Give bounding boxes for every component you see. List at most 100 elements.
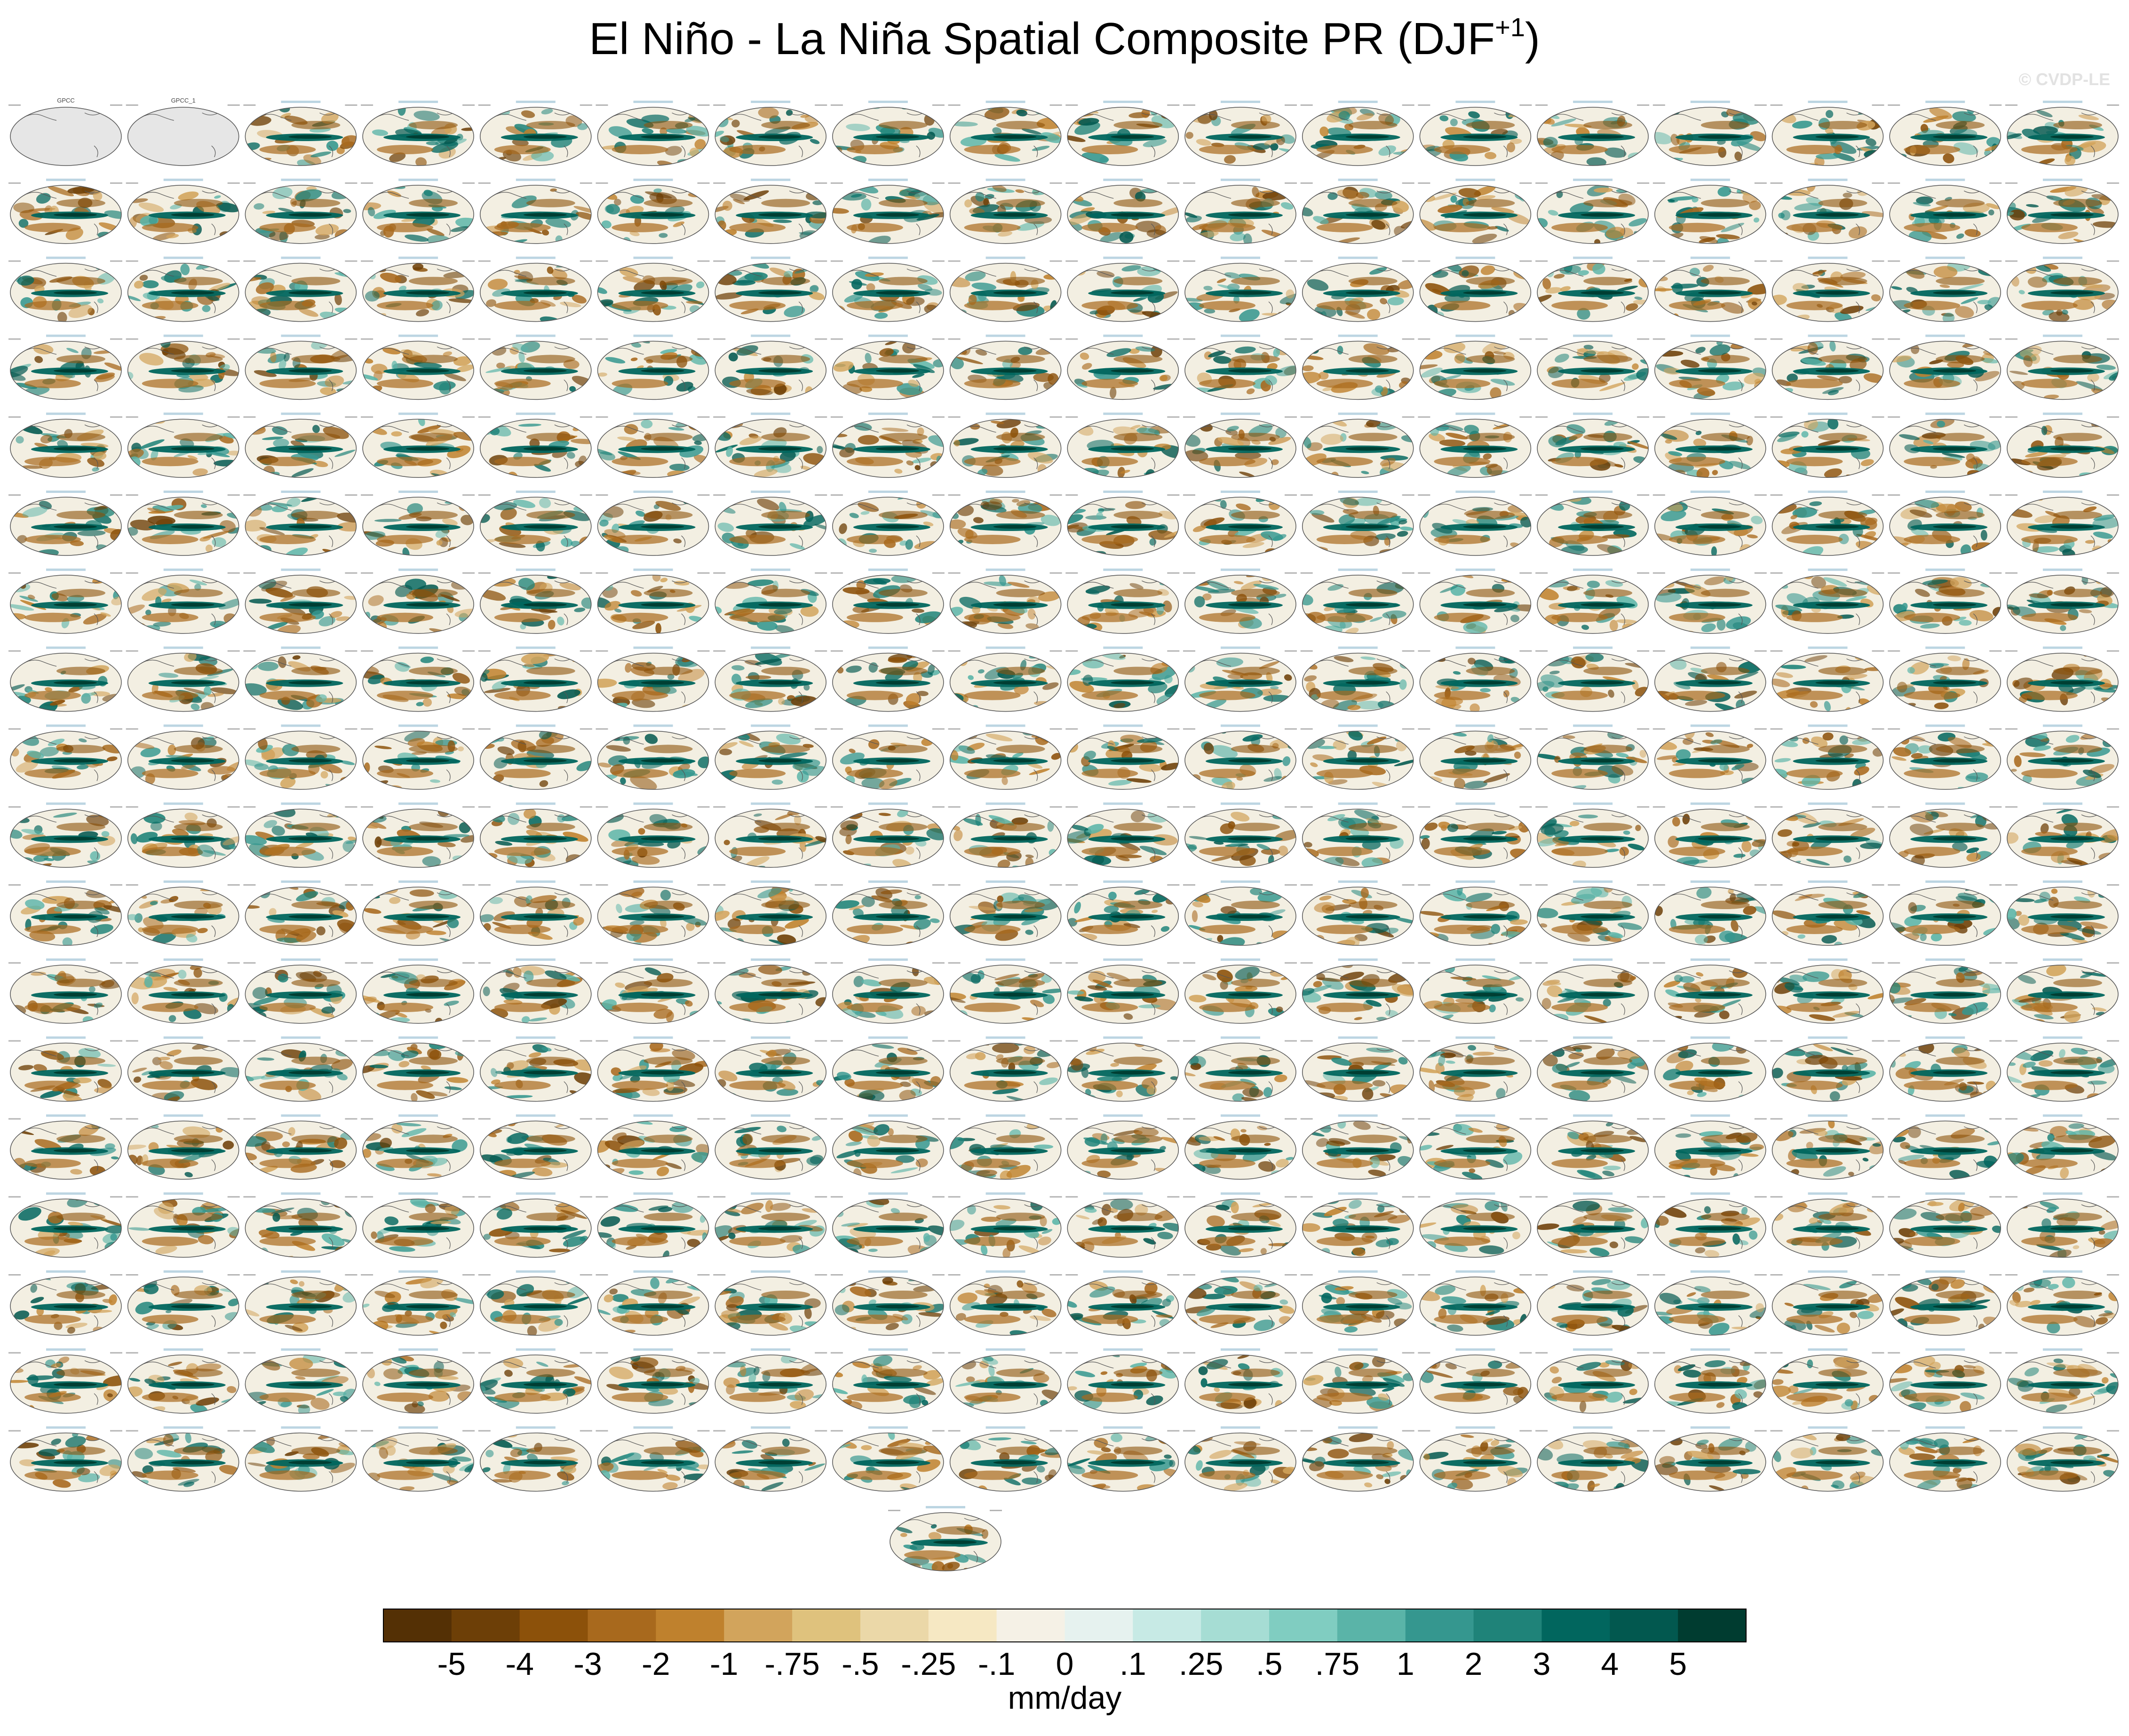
panel-period-label: [1300, 1352, 1313, 1354]
panel-title-bar: [633, 491, 673, 493]
panel-stat-label: [1049, 884, 1062, 886]
panel-period-label: [1065, 494, 1078, 496]
panel-period-label: [1888, 104, 1900, 106]
panel-period-label: [1065, 884, 1078, 886]
panel-title-bar: [868, 1426, 908, 1429]
panel-period-label: [948, 260, 961, 262]
panel-title-bar: [1338, 1036, 1378, 1039]
panel-stat-label: [110, 1430, 122, 1432]
panel-stat-label: [815, 494, 827, 496]
panel-title-bar: [1690, 491, 1730, 493]
panel-title-bar: [1221, 880, 1260, 883]
panel-title-bar: [1573, 802, 1613, 805]
panel-period-label: [713, 884, 726, 886]
panel-period-label: [2005, 1118, 2018, 1120]
map-panel: [948, 412, 1062, 478]
panel-title-bar: [1103, 334, 1143, 337]
panel-stat-label: [110, 572, 122, 574]
panel-title-bar: [1221, 256, 1260, 259]
panel-period-label: [1770, 1118, 1783, 1120]
panel-period-label: [478, 260, 491, 262]
map-panel: [478, 1348, 592, 1414]
panel-stat-label: [1049, 728, 1062, 730]
panel-period-label: [830, 494, 843, 496]
panel-title-bar: [633, 1270, 673, 1273]
map-panel: [2005, 880, 2119, 946]
panel-period-label: [1888, 182, 1900, 184]
panel-title-bar: [163, 178, 203, 181]
panel-period-label: [2005, 338, 2018, 340]
panel-stat-label: [345, 1352, 357, 1354]
panel-stat-label: [345, 962, 357, 964]
panel-title-bar: [163, 491, 203, 493]
panel-title-bar: [1103, 412, 1143, 415]
panel-stat-label: [1872, 728, 1884, 730]
panel-stat-label: [697, 884, 710, 886]
panel-title-bar: [1690, 646, 1730, 649]
panel-title-bar: [1573, 256, 1613, 259]
panel-title-bar: [1338, 1348, 1378, 1351]
map-panel: [1065, 1114, 1180, 1180]
panel-title-bar: [398, 101, 438, 103]
panel-stat-label: [227, 572, 240, 574]
panel-period-label: [713, 1196, 726, 1198]
panel-stat-label: [1637, 728, 1650, 730]
panel-title-bar: [516, 1036, 556, 1039]
panel-stat-label: [1519, 1118, 1532, 1120]
panel-title: GPCC: [57, 97, 75, 104]
colorbar-box: [1678, 1609, 1747, 1642]
map-panel: [713, 1114, 827, 1180]
panel-stat-label: [1285, 572, 1297, 574]
panel-title-bar: [1808, 1192, 1848, 1195]
panel-title-bar: [281, 1348, 321, 1351]
panel-period-label: [830, 884, 843, 886]
panel-period-label: [1770, 728, 1783, 730]
panel-title-bar: [398, 568, 438, 571]
map-panel: [243, 958, 357, 1024]
panel-period-label: [126, 650, 138, 652]
map-panel: [1652, 101, 1767, 166]
map-panel: [1652, 1348, 1767, 1414]
panel-stat-label: [697, 572, 710, 574]
panel-period-label: [1535, 962, 1548, 964]
map-panel: [1183, 802, 1297, 868]
panel-period-label: [478, 104, 491, 106]
panel-title-bar: [1103, 1036, 1143, 1039]
panel-period-label: [1535, 1352, 1548, 1354]
map-panel: [126, 178, 240, 244]
panel-stat-label: [1049, 338, 1062, 340]
panel-title-bar: [1925, 491, 1965, 493]
panel-title-bar: [1808, 178, 1848, 181]
panel-title-bar: [1455, 568, 1495, 571]
panel-stat-label: [2106, 104, 2119, 106]
panel-title-bar: [985, 1270, 1025, 1273]
panel-stat-label: [1049, 806, 1062, 808]
panel-stat-label: [1637, 1274, 1650, 1276]
panel-period-label: [830, 338, 843, 340]
map-panel: [1888, 334, 2002, 400]
panel-period-label: [2005, 1274, 2018, 1276]
map-panel: [713, 412, 827, 478]
panel-title-bar: [2042, 1270, 2082, 1273]
panel-stat-label: [1167, 728, 1180, 730]
panel-stat-label: [110, 104, 122, 106]
map-panel: [948, 1114, 1062, 1180]
panel-period-label: [243, 728, 256, 730]
map-panel: [361, 256, 475, 322]
panel-title-bar: [516, 958, 556, 961]
panel-title-bar: [1221, 1270, 1260, 1273]
panel-title-bar: [1925, 1192, 1965, 1195]
colorbar-box: [451, 1609, 520, 1642]
panel-stat-label: [1167, 1040, 1180, 1042]
panel-stat-label: [1989, 494, 2002, 496]
panel-stat-label: [697, 182, 710, 184]
map-panel: [1418, 1036, 1532, 1102]
map-panel: [126, 1270, 240, 1336]
panel-title-bar: [633, 412, 673, 415]
panel-period-label: [1535, 416, 1548, 418]
panel-period-label: [1888, 1352, 1900, 1354]
panel-stat-label: [1519, 1274, 1532, 1276]
map-panel: [1888, 802, 2002, 868]
panel-stat-label: [1519, 494, 1532, 496]
